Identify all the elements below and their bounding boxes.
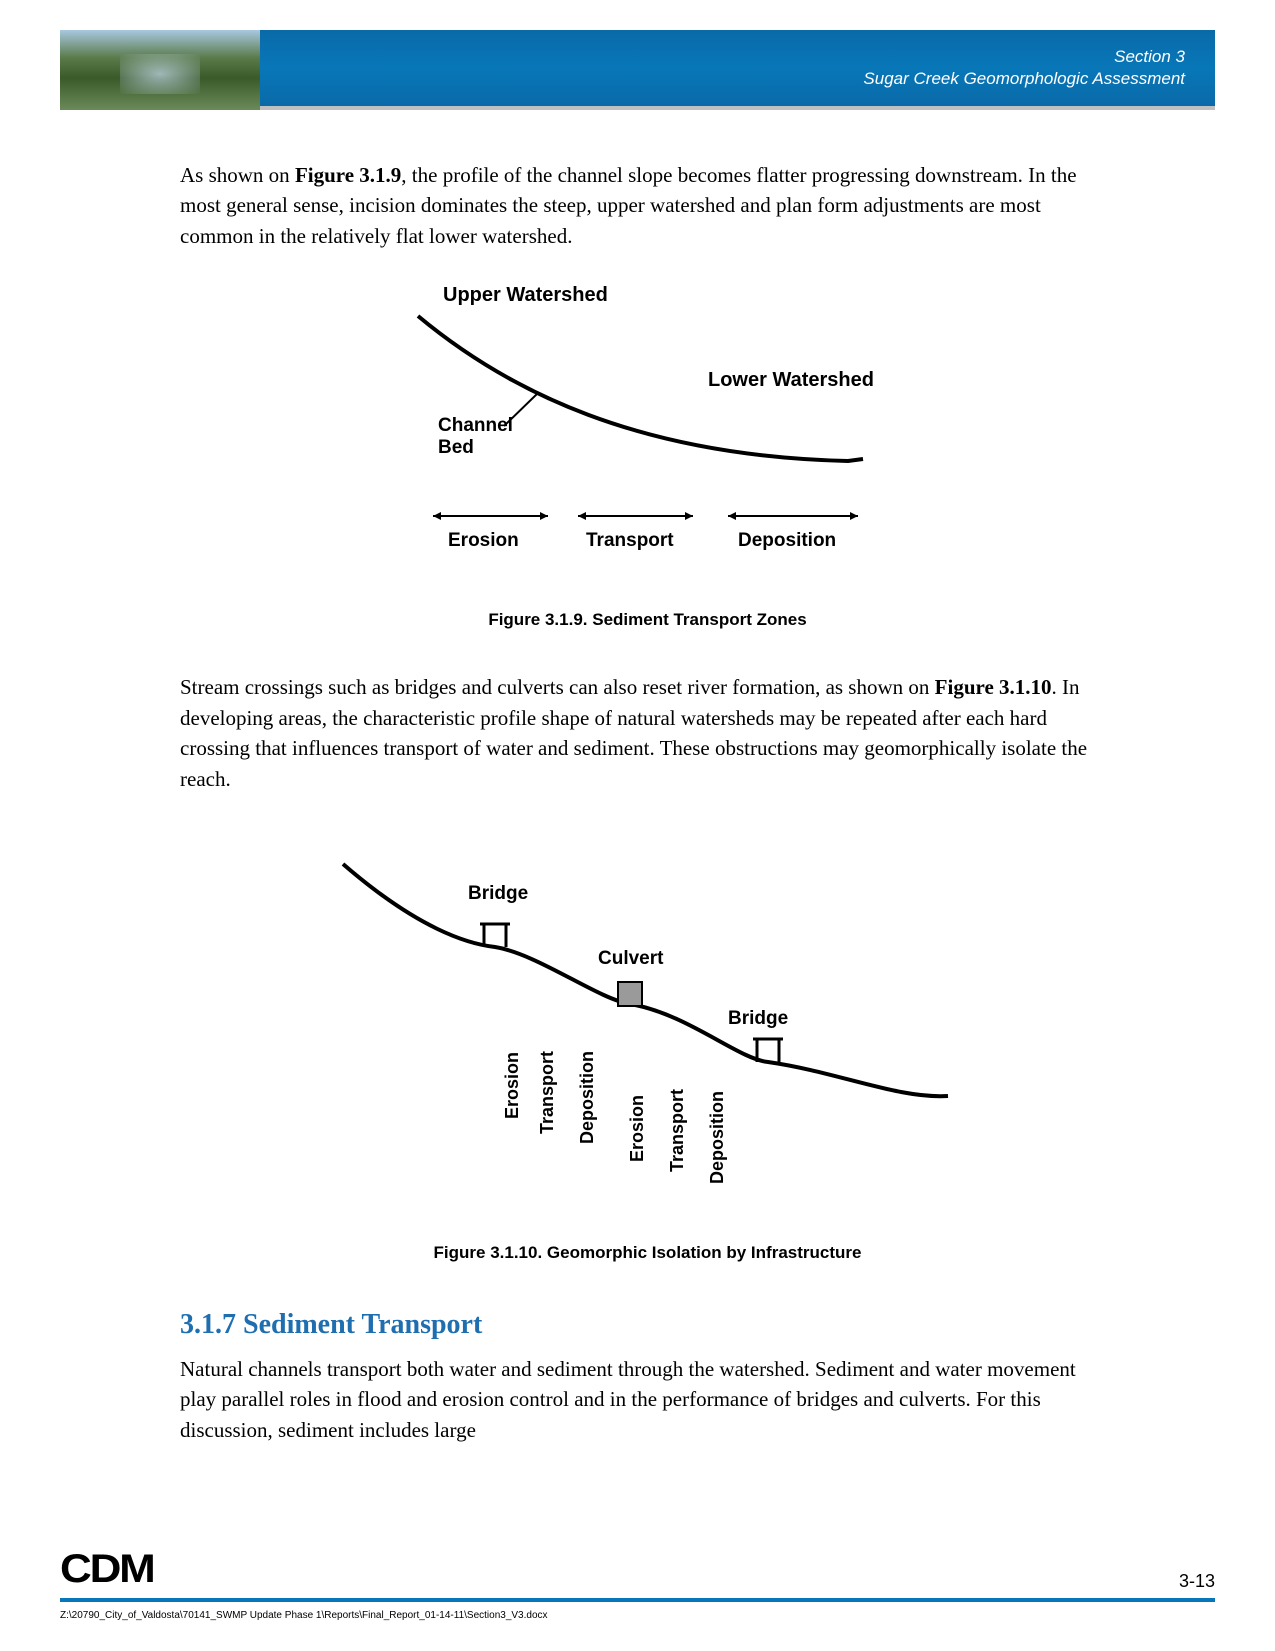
figure-ref-319: Figure 3.1.9 (295, 163, 401, 187)
figure-ref-3110: Figure 3.1.10 (935, 675, 1052, 699)
label-lower-watershed: Lower Watershed (708, 369, 874, 391)
arrow-deposition (728, 512, 858, 520)
arrow-transport (578, 512, 693, 520)
label-bridge-1: Bridge (468, 883, 528, 904)
section-heading-317: 3.1.7 Sediment Transport (180, 1305, 1115, 1346)
page: Section 3 Sugar Creek Geomorphologic Ass… (0, 0, 1275, 1651)
footer: CDM 3-13 Z:\20790_City_of_Valdosta\70141… (60, 1547, 1215, 1621)
label-bed: Bed (438, 437, 474, 458)
vlabel-transport-1: Transport (537, 1051, 557, 1134)
bridge-symbol-1 (480, 924, 510, 947)
header-band: Section 3 Sugar Creek Geomorphologic Ass… (60, 30, 1215, 110)
paragraph-2: Stream crossings such as bridges and cul… (180, 672, 1115, 794)
p1-pre: As shown on (180, 163, 295, 187)
figure-319-svg: Upper Watershed Lower Watershed Channel … (308, 281, 988, 581)
label-transport: Transport (586, 530, 674, 551)
figure-3110-caption: Figure 3.1.10. Geomorphic Isolation by I… (180, 1241, 1115, 1266)
figure-319: Upper Watershed Lower Watershed Channel … (180, 281, 1115, 632)
figure-319-caption: Figure 3.1.9. Sediment Transport Zones (180, 608, 1115, 633)
content-area: As shown on Figure 3.1.9, the profile of… (60, 160, 1215, 1445)
label-upper-watershed: Upper Watershed (443, 284, 608, 306)
header-section: Section 3 (1114, 46, 1185, 68)
paragraph-1: As shown on Figure 3.1.9, the profile of… (180, 160, 1115, 251)
header-title-bar: Section 3 Sugar Creek Geomorphologic Ass… (260, 30, 1215, 106)
cdm-logo: CDM (60, 1547, 154, 1592)
label-culvert: Culvert (598, 948, 664, 969)
footer-filepath: Z:\20790_City_of_Valdosta\70141_SWMP Upd… (60, 1610, 1215, 1621)
footer-top: CDM 3-13 (60, 1547, 1215, 1602)
header-title: Sugar Creek Geomorphologic Assessment (863, 68, 1185, 90)
label-bridge-2: Bridge (728, 1008, 788, 1029)
bridge-symbol-2 (753, 1039, 783, 1062)
culvert-symbol (618, 982, 642, 1006)
page-number: 3-13 (1179, 1571, 1215, 1592)
vlabel-deposition-2: Deposition (707, 1091, 727, 1184)
vlabel-deposition-1: Deposition (577, 1051, 597, 1144)
pointer-line (504, 393, 538, 426)
label-deposition: Deposition (738, 530, 836, 551)
arrow-erosion (433, 512, 548, 520)
vlabel-erosion-2: Erosion (627, 1095, 647, 1162)
paragraph-3: Natural channels transport both water an… (180, 1354, 1115, 1445)
vlabel-transport-2: Transport (667, 1089, 687, 1172)
figure-3110-svg: Bridge Culvert Bridge Erosion Transport … (298, 844, 998, 1214)
figure-3110: Bridge Culvert Bridge Erosion Transport … (180, 844, 1115, 1265)
label-erosion: Erosion (448, 530, 519, 551)
profile-line (343, 864, 948, 1096)
vlabel-erosion-1: Erosion (502, 1052, 522, 1119)
header-photo (60, 30, 260, 110)
p2-pre: Stream crossings such as bridges and cul… (180, 675, 935, 699)
label-channel: Channel (438, 415, 513, 436)
